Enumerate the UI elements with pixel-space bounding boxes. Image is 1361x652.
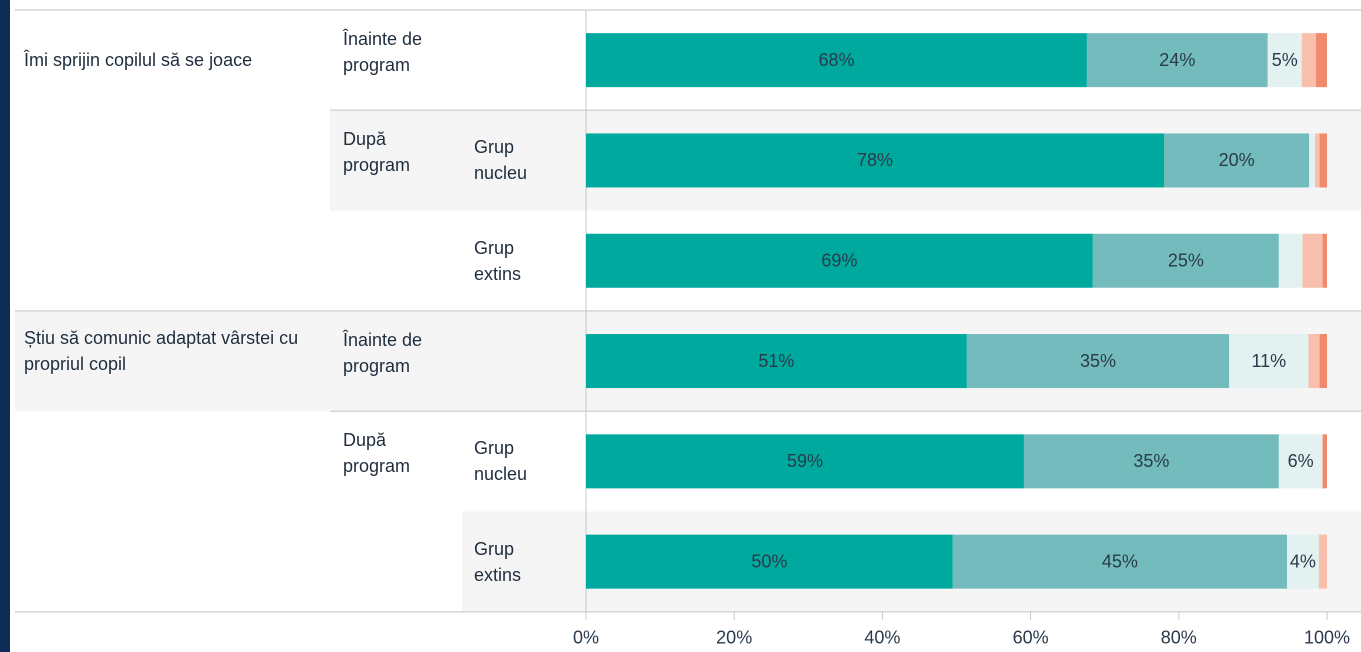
- side-strip: [0, 0, 10, 652]
- subgroup-label: Grup nucleu: [474, 438, 528, 485]
- bar-segment: [586, 233, 1093, 288]
- value-label: 5%: [1272, 50, 1298, 70]
- bar-segment: [586, 133, 1164, 188]
- bar-segment: [1267, 33, 1302, 88]
- x-tick-label: 40%: [864, 628, 900, 648]
- value-label: 35%: [1133, 451, 1169, 471]
- x-tick-label: 80%: [1161, 628, 1197, 648]
- bar-segment: [1023, 434, 1279, 489]
- phase-label: După program: [343, 430, 411, 477]
- bar-segment: [586, 33, 1087, 88]
- bar-segment: [1302, 233, 1323, 288]
- subgroup-label: Grup nucleu: [474, 137, 528, 184]
- value-label: 78%: [857, 150, 893, 170]
- bar-segment: [1229, 334, 1309, 389]
- value-label: 25%: [1168, 251, 1204, 271]
- value-label: 69%: [821, 251, 857, 271]
- group-label: Știu să comunic adaptat vârstei cu propr…: [24, 328, 299, 375]
- bar-segment: [586, 334, 967, 389]
- phase-label: Înainte de program: [343, 29, 423, 76]
- x-tick-label: 20%: [716, 628, 752, 648]
- bar-segment: [1086, 33, 1268, 88]
- value-label: 4%: [1290, 551, 1316, 571]
- value-label: 51%: [758, 351, 794, 371]
- bar-segment: [1286, 534, 1319, 589]
- value-label: 11%: [1251, 351, 1286, 371]
- row-separators: [15, 9, 1361, 613]
- bar-segment: [1308, 334, 1320, 389]
- bar-segment: [1278, 233, 1303, 288]
- bar-segment: [1319, 334, 1327, 389]
- subgroup-label: Grup extins: [474, 538, 522, 585]
- value-label: 24%: [1159, 50, 1195, 70]
- bar-segment: [1322, 233, 1327, 288]
- bar-segment: [952, 534, 1287, 589]
- bar-segment: [1315, 133, 1320, 188]
- bar-segment: [1319, 133, 1327, 188]
- subgroup-label: Grup extins: [474, 237, 522, 284]
- bar-segment: [1301, 33, 1316, 88]
- phase-label: Înainte de program: [343, 330, 423, 377]
- value-label: 20%: [1219, 150, 1255, 170]
- value-label: 35%: [1080, 351, 1116, 371]
- value-label: 45%: [1102, 551, 1138, 571]
- bar-segment: [586, 534, 953, 589]
- value-label: 68%: [818, 50, 854, 70]
- row-backgrounds: [15, 110, 1361, 612]
- x-tick-label: 0%: [573, 628, 599, 648]
- value-label: 50%: [751, 551, 787, 571]
- bar-segment: [1322, 434, 1327, 489]
- bar-segment: [1092, 233, 1279, 288]
- phase-label: După program: [343, 129, 411, 176]
- bar-segment: [1309, 133, 1316, 188]
- bar-segment: [966, 334, 1230, 389]
- x-tick-label: 100%: [1304, 628, 1350, 648]
- bar-segment: [1315, 33, 1327, 88]
- group-label: Îmi sprijin copilul să se joace: [24, 50, 253, 71]
- value-label: 59%: [787, 451, 823, 471]
- bar-segment: [1278, 434, 1323, 489]
- x-tick-label: 60%: [1013, 628, 1049, 648]
- bar-segment: [1163, 133, 1310, 188]
- value-label: 6%: [1288, 451, 1314, 471]
- bar-segment: [1318, 534, 1327, 589]
- bar-segment: [586, 434, 1024, 489]
